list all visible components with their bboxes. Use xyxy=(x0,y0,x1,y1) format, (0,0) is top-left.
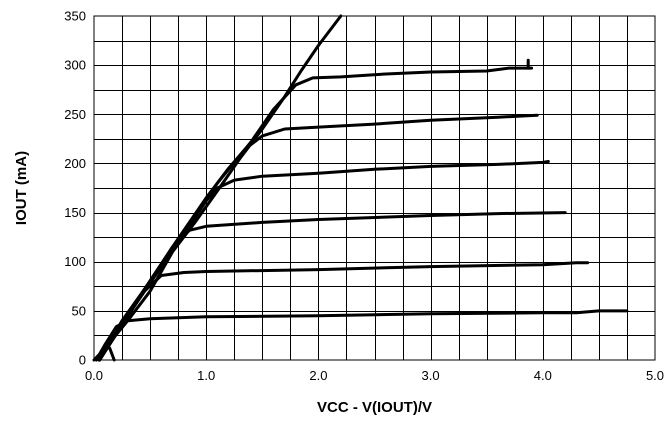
plot-area-frame xyxy=(93,15,656,361)
x-tick-label: 5.0 xyxy=(646,368,664,383)
chart-curves xyxy=(92,14,629,362)
y-tick-label: 50 xyxy=(72,303,86,318)
series-line-6 xyxy=(98,113,539,362)
y-tick-label: 0 xyxy=(79,353,86,368)
x-tick-label: 3.0 xyxy=(422,368,440,383)
x-axis-tick-labels: 0.0 1.0 2.0 3.0 4.0 5.0 xyxy=(85,368,664,383)
y-axis-tick-labels: 0 50 100 150 200 250 300 350 xyxy=(64,9,86,368)
curve-mark-2 xyxy=(108,346,116,362)
y-tick-label: 300 xyxy=(64,58,86,73)
y-tick-label: 350 xyxy=(64,9,86,24)
y-tick-label: 200 xyxy=(64,156,86,171)
x-tick-label: 2.0 xyxy=(309,368,327,383)
y-tick-label: 150 xyxy=(64,205,86,220)
chart-grid xyxy=(94,16,655,360)
y-tick-label: 100 xyxy=(64,254,86,269)
series-line-2 xyxy=(94,309,629,362)
y-tick-label: 250 xyxy=(64,107,86,122)
x-tick-label: 4.0 xyxy=(534,368,552,383)
x-tick-label: 0.0 xyxy=(85,368,103,383)
y-axis-title: IOUT (mA) xyxy=(13,151,30,225)
x-axis-title: VCC - V(IOUT)/V xyxy=(317,399,432,416)
x-tick-label: 1.0 xyxy=(197,368,215,383)
series-line-7 xyxy=(98,66,534,362)
